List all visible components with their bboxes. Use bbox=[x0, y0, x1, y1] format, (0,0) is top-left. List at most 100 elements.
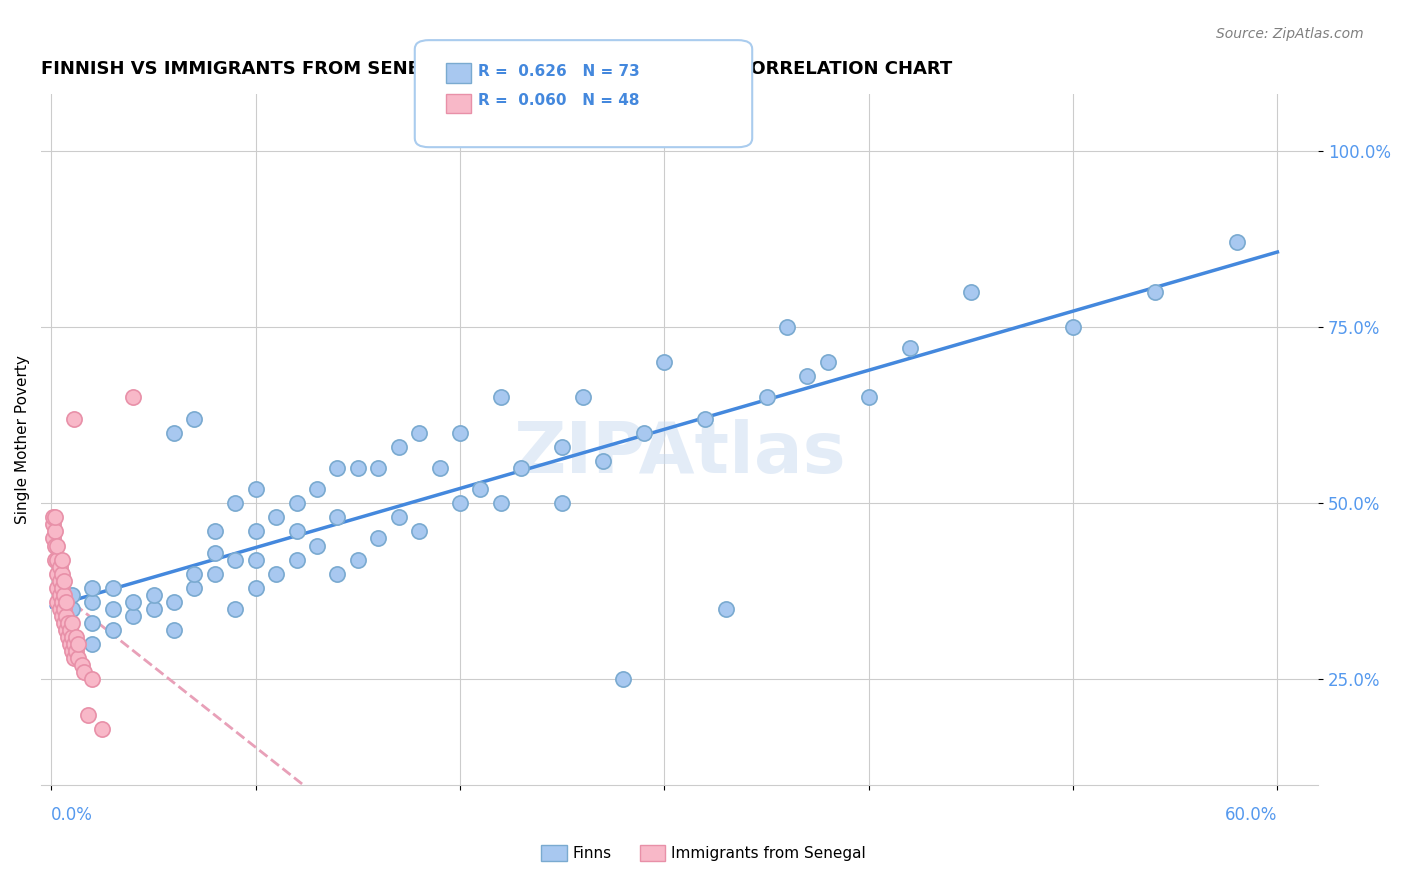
Text: 60.0%: 60.0% bbox=[1225, 805, 1278, 823]
Finns bbox=[449, 425, 471, 440]
Text: R =  0.626   N = 73: R = 0.626 N = 73 bbox=[478, 64, 640, 78]
Finns bbox=[755, 391, 778, 405]
Finns bbox=[592, 454, 614, 468]
Finns bbox=[551, 440, 574, 454]
Finns bbox=[101, 623, 124, 637]
Finns bbox=[245, 552, 267, 566]
Finns bbox=[122, 609, 145, 624]
Finns bbox=[326, 510, 349, 524]
Finns bbox=[510, 461, 533, 475]
Text: FINNISH VS IMMIGRANTS FROM SENEGAL SINGLE MOTHER POVERTY CORRELATION CHART: FINNISH VS IMMIGRANTS FROM SENEGAL SINGL… bbox=[41, 60, 952, 78]
Immigrants from Senegal bbox=[42, 517, 65, 532]
Immigrants from Senegal bbox=[82, 673, 104, 687]
Immigrants from Senegal bbox=[51, 566, 73, 581]
Text: ZIPAtlas: ZIPAtlas bbox=[513, 419, 846, 488]
Immigrants from Senegal bbox=[48, 588, 70, 602]
Finns bbox=[245, 524, 267, 539]
Finns bbox=[204, 566, 226, 581]
Immigrants from Senegal bbox=[56, 615, 79, 630]
Immigrants from Senegal bbox=[60, 644, 83, 658]
Finns bbox=[101, 602, 124, 616]
Finns bbox=[898, 341, 921, 355]
Finns bbox=[245, 482, 267, 496]
Finns bbox=[60, 602, 83, 616]
Finns bbox=[224, 602, 246, 616]
Finns bbox=[633, 425, 655, 440]
Immigrants from Senegal bbox=[66, 651, 89, 665]
Finns bbox=[1143, 285, 1166, 299]
Immigrants from Senegal bbox=[62, 651, 84, 665]
Immigrants from Senegal bbox=[70, 658, 93, 673]
Finns bbox=[695, 411, 717, 425]
Finns bbox=[367, 532, 389, 546]
Finns bbox=[101, 581, 124, 595]
Finns bbox=[388, 510, 411, 524]
Immigrants from Senegal bbox=[65, 644, 87, 658]
Finns bbox=[60, 588, 83, 602]
Immigrants from Senegal bbox=[62, 411, 84, 425]
Finns bbox=[224, 496, 246, 510]
Immigrants from Senegal bbox=[91, 722, 114, 736]
Immigrants from Senegal bbox=[48, 574, 70, 588]
Immigrants from Senegal bbox=[44, 539, 66, 553]
Finns bbox=[183, 566, 205, 581]
Immigrants from Senegal bbox=[62, 637, 84, 651]
Finns bbox=[285, 524, 308, 539]
Immigrants from Senegal bbox=[56, 630, 79, 644]
Text: Finns: Finns bbox=[572, 847, 612, 861]
Finns bbox=[305, 482, 328, 496]
Immigrants from Senegal bbox=[52, 602, 75, 616]
Finns bbox=[82, 581, 104, 595]
Finns bbox=[408, 524, 430, 539]
Finns bbox=[326, 566, 349, 581]
Finns bbox=[142, 588, 165, 602]
Finns bbox=[960, 285, 983, 299]
Immigrants from Senegal bbox=[66, 637, 89, 651]
Finns bbox=[1062, 320, 1084, 334]
Immigrants from Senegal bbox=[52, 574, 75, 588]
Finns bbox=[796, 369, 818, 384]
Finns bbox=[817, 355, 839, 369]
Finns bbox=[142, 602, 165, 616]
Text: Source: ZipAtlas.com: Source: ZipAtlas.com bbox=[1216, 27, 1364, 41]
Finns bbox=[183, 581, 205, 595]
Finns bbox=[224, 552, 246, 566]
Finns bbox=[326, 461, 349, 475]
Immigrants from Senegal bbox=[46, 566, 69, 581]
Finns bbox=[470, 482, 492, 496]
Finns bbox=[449, 496, 471, 510]
Immigrants from Senegal bbox=[51, 581, 73, 595]
Text: Immigrants from Senegal: Immigrants from Senegal bbox=[671, 847, 866, 861]
Finns bbox=[285, 552, 308, 566]
Finns bbox=[204, 545, 226, 559]
Immigrants from Senegal bbox=[55, 623, 77, 637]
Immigrants from Senegal bbox=[42, 510, 65, 524]
Immigrants from Senegal bbox=[60, 630, 83, 644]
Text: R =  0.060   N = 48: R = 0.060 N = 48 bbox=[478, 94, 640, 108]
Finns bbox=[858, 391, 880, 405]
Finns bbox=[654, 355, 676, 369]
Immigrants from Senegal bbox=[52, 615, 75, 630]
Immigrants from Senegal bbox=[55, 609, 77, 624]
Immigrants from Senegal bbox=[77, 707, 100, 722]
Text: 0.0%: 0.0% bbox=[52, 805, 93, 823]
Finns bbox=[163, 595, 186, 609]
Immigrants from Senegal bbox=[52, 588, 75, 602]
Finns bbox=[122, 595, 145, 609]
Finns bbox=[347, 461, 370, 475]
Finns bbox=[714, 602, 737, 616]
Finns bbox=[245, 581, 267, 595]
Immigrants from Senegal bbox=[44, 524, 66, 539]
Finns bbox=[347, 552, 370, 566]
Immigrants from Senegal bbox=[46, 581, 69, 595]
Finns bbox=[551, 496, 574, 510]
Immigrants from Senegal bbox=[60, 615, 83, 630]
Immigrants from Senegal bbox=[122, 391, 145, 405]
Finns bbox=[204, 524, 226, 539]
Immigrants from Senegal bbox=[51, 609, 73, 624]
Finns bbox=[489, 496, 512, 510]
Immigrants from Senegal bbox=[65, 630, 87, 644]
Immigrants from Senegal bbox=[44, 510, 66, 524]
Finns bbox=[305, 539, 328, 553]
Immigrants from Senegal bbox=[42, 532, 65, 546]
